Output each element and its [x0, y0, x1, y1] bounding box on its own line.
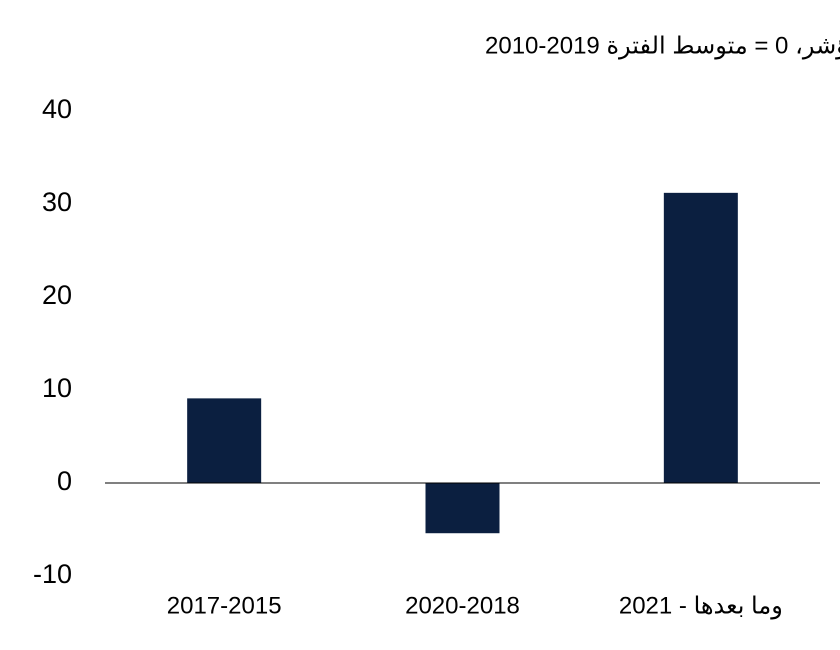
bar — [663, 192, 738, 483]
chart-title: المؤشر، 0 = متوسط الفترة 2019-2010 — [485, 32, 840, 59]
y-tick-label: 20 — [42, 280, 72, 310]
y-tick-label: 30 — [42, 187, 72, 217]
y-tick-label: 0 — [57, 466, 72, 496]
y-tick-label: 10 — [42, 373, 72, 403]
x-tick-label: 2017-2015 — [167, 592, 282, 619]
x-tick-label: 2021 - وما بعدها — [619, 592, 783, 619]
bar — [187, 398, 262, 483]
y-tick-label: 40 — [42, 94, 72, 124]
bar — [425, 483, 500, 534]
x-tick-label: 2020-2018 — [405, 592, 520, 619]
y-tick-label: -10 — [33, 559, 72, 589]
